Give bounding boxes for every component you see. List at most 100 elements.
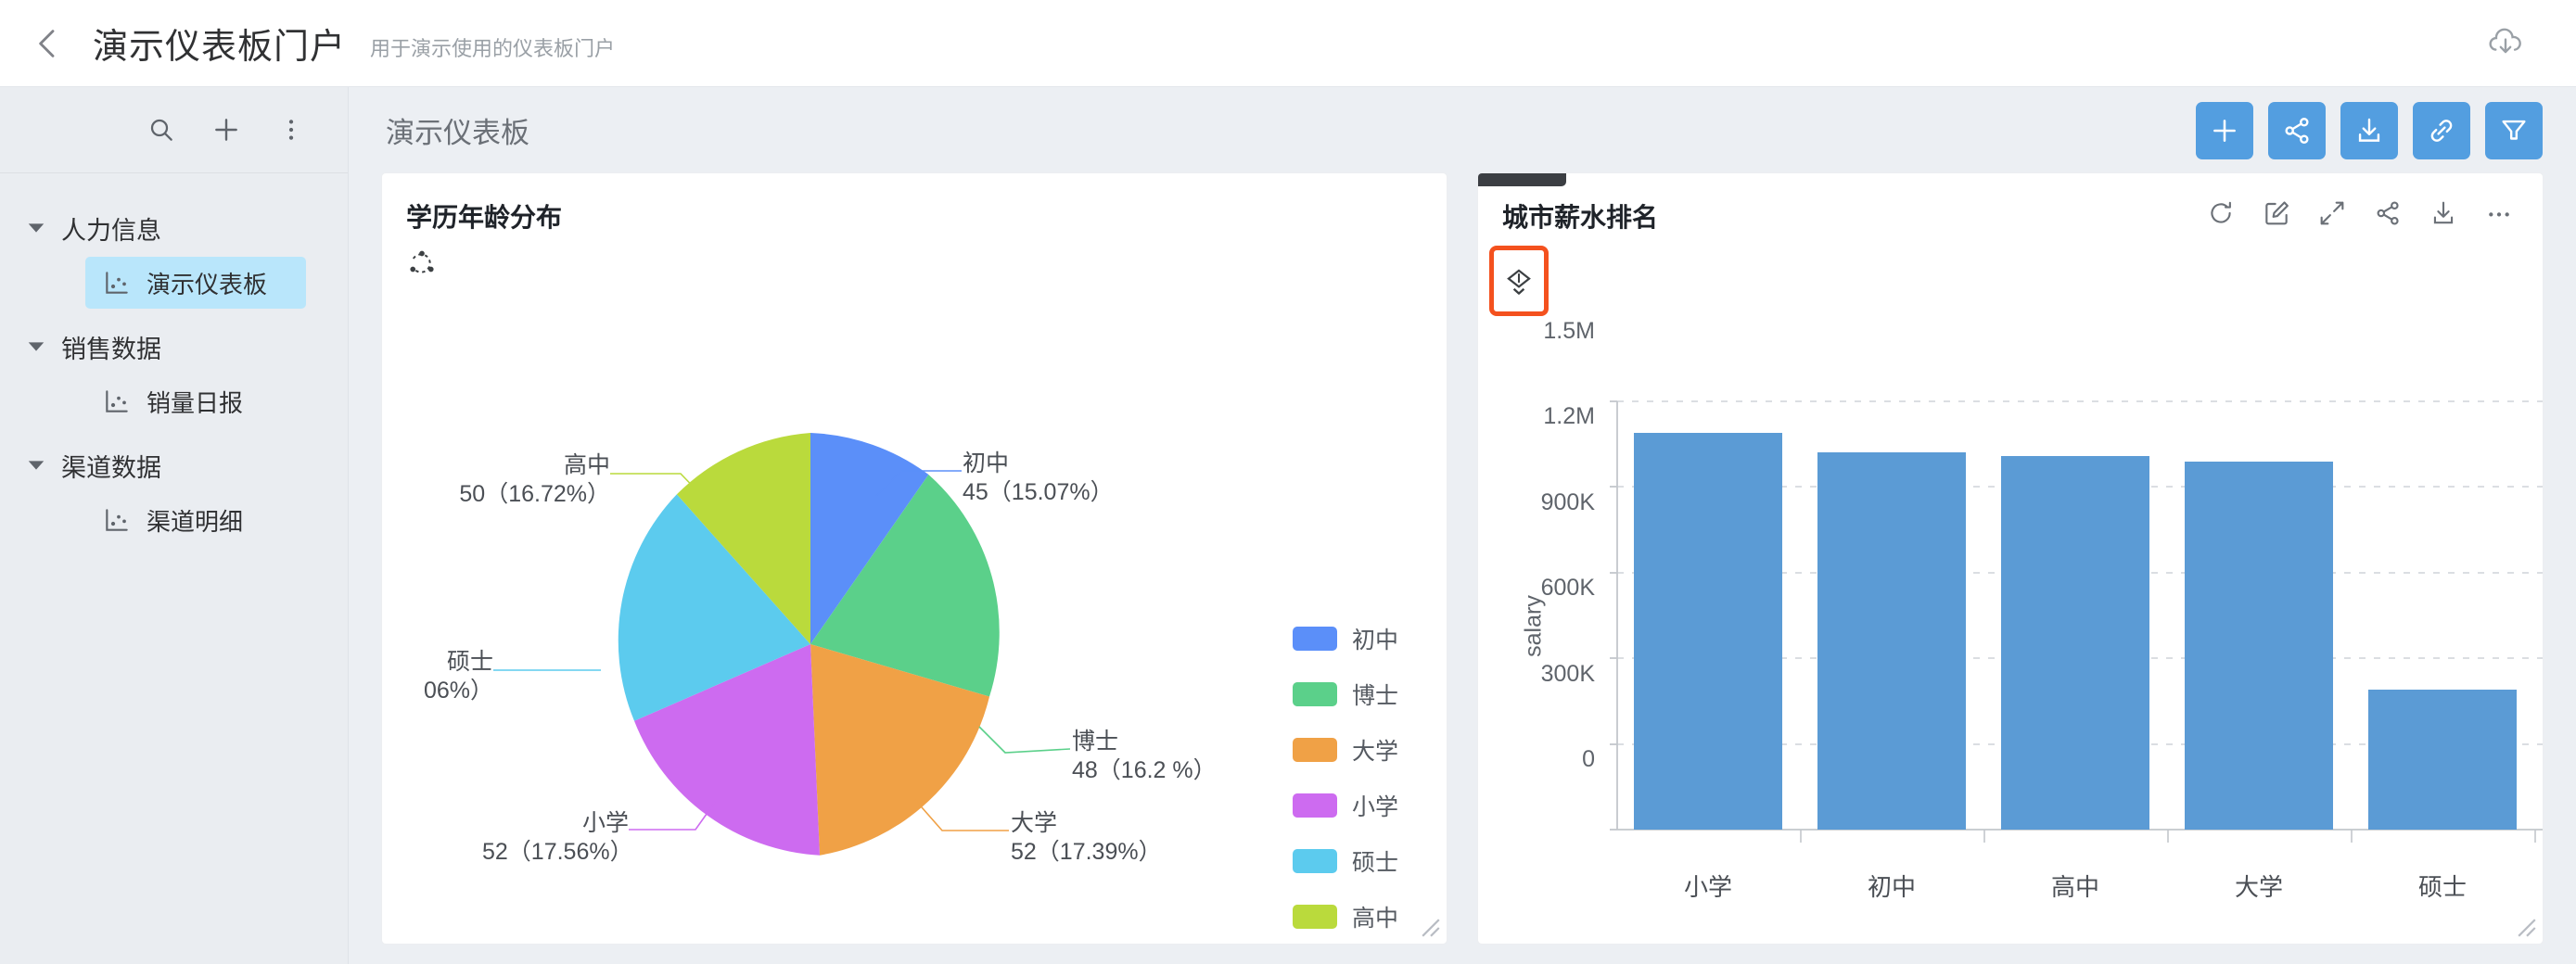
chart-icon [102,387,132,416]
refresh-icon[interactable] [2205,197,2237,229]
dashboard-cards: 学历年龄分布 [349,173,2576,964]
cloud-download-button[interactable] [2480,18,2531,70]
legend-item[interactable]: 初中 [1292,622,1398,655]
sidebar-toolbar [0,87,348,173]
pie-svg [493,433,1071,856]
card-toolbar [2205,197,2515,229]
legend-swatch [1292,738,1337,762]
legend-label: 大学 [1351,739,1398,765]
sidebar-group-header[interactable]: 渠道数据 [0,437,348,494]
sidebar-tree: 人力信息 演示仪表板 [0,173,348,546]
pie-label-硕士: 硕士 06%） [423,649,493,704]
sidebar-group-channel: 渠道数据 渠道明细 [0,437,348,546]
add-button[interactable] [2196,101,2253,159]
more-vertical-icon[interactable] [275,114,307,146]
more-horizontal-icon[interactable] [2483,197,2515,229]
legend-item[interactable]: 大学 [1292,733,1398,767]
link-icon [2430,119,2453,142]
filter-button[interactable] [2485,101,2543,159]
bar-初中 [1817,452,1966,830]
download-icon [2358,118,2380,142]
legend-label: 初中 [1351,628,1398,653]
legend-swatch [1292,793,1337,818]
legend-item[interactable]: 博士 [1292,678,1398,711]
share-button[interactable] [2268,101,2326,159]
bars [1634,433,2517,830]
download-icon[interactable] [2428,197,2459,229]
sidebar-group-label: 销售数据 [61,335,161,363]
search-icon[interactable] [146,114,177,146]
plus-icon [2213,119,2236,142]
share-icon[interactable] [2372,197,2404,229]
x-tick-label: 大学 [2234,873,2283,901]
back-button[interactable] [22,18,74,70]
y-tick-label: 1.2M [1543,403,1595,429]
drill-down-icon[interactable] [1489,246,1549,316]
more-vertical-icon-glyph [288,120,294,140]
x-tick-label: 初中 [1867,873,1916,901]
legend-swatch [1292,849,1337,873]
download-button[interactable] [2340,101,2398,159]
share-icon [2285,117,2309,144]
x-ticks [1800,830,2536,843]
pie-slice-博士 [810,475,1000,697]
resize-handle[interactable] [1421,918,1441,938]
legend-swatch [1292,682,1337,706]
card-city-salary-ranking: 城市薪水排名 可钻取 [1478,173,2543,944]
card-title: 学历年龄分布 [406,203,563,232]
legend-item[interactable]: 高中 [1292,900,1398,933]
y-tick-label: 600K [1540,575,1595,601]
pie-chart: 初中 45（15.07%） 博士 48（16.2 %） 大学 52（17.39%… [382,281,1447,944]
bar-svg [1610,400,2543,843]
card-education-age-distribution: 学历年龄分布 [382,173,1447,944]
edit-icon[interactable] [2261,197,2292,229]
sidebar-group-hr: 人力信息 演示仪表板 [0,199,348,309]
x-tick-label: 硕士 [2417,873,2467,901]
bar-硕士 [2368,690,2517,830]
pie-slice-小学 [634,644,820,856]
pie-slice-高中 [676,433,810,644]
add-icon[interactable] [210,114,242,146]
pie-leader-lines [493,470,1071,831]
sidebar-item-demo-dashboard[interactable]: 演示仪表板 [85,257,306,309]
pie-slice-大学 [810,644,989,856]
sidebar-group-header[interactable]: 人力信息 [0,199,348,257]
main-panel: 演示仪表板 [349,87,2576,964]
pie-label-博士: 博士 48（16.2 %） [1072,729,1217,783]
link-button[interactable] [2413,101,2470,159]
sidebar: 人力信息 演示仪表板 [0,87,349,964]
sidebar-item-label: 销量日报 [147,388,244,417]
legend-item[interactable]: 小学 [1292,789,1398,822]
dashboard-toolbar: 演示仪表板 [349,87,2576,173]
pie-label-大学: 大学 52（17.39%） [1011,810,1162,865]
chevron-down-icon[interactable] [24,335,48,359]
legend-label: 博士 [1351,683,1398,709]
y-ticks [1610,400,1617,831]
pie-legend: 初中 博士 大学 小学 [1292,622,1398,933]
pie-slice-硕士 [618,494,810,721]
pie-slices [618,433,1000,856]
sidebar-item-sales-daily[interactable]: 销量日报 [85,375,306,427]
pie-label-初中: 初中 45（15.07%） [963,450,1114,505]
drill-down-icon[interactable] [404,246,440,281]
pie-label-高中: 高中 50（16.72%） [459,452,610,507]
plus-icon-glyph [215,119,237,141]
y-tick-label: 300K [1540,661,1595,687]
sidebar-group-header[interactable]: 销售数据 [0,318,348,375]
sidebar-group-label: 渠道数据 [61,453,161,482]
chevron-down-icon[interactable] [24,216,48,240]
sidebar-item-channel-detail[interactable]: 渠道明细 [85,494,306,546]
cloud-download-icon [2489,28,2521,53]
y-tick-label: 0 [1582,746,1595,772]
legend-swatch [1292,905,1337,929]
sidebar-item-label: 演示仪表板 [147,270,268,298]
chevron-down-icon[interactable] [24,453,48,477]
page-title: 演示仪表板门户 [93,28,347,67]
search-icon-glyph [150,119,172,141]
expand-icon[interactable] [2316,197,2348,229]
legend-item[interactable]: 硕士 [1292,844,1398,878]
dashboard-name: 演示仪表板 [386,117,529,149]
legend-swatch [1292,627,1337,651]
resize-handle[interactable] [2517,918,2537,938]
legend-label: 硕士 [1351,850,1398,876]
